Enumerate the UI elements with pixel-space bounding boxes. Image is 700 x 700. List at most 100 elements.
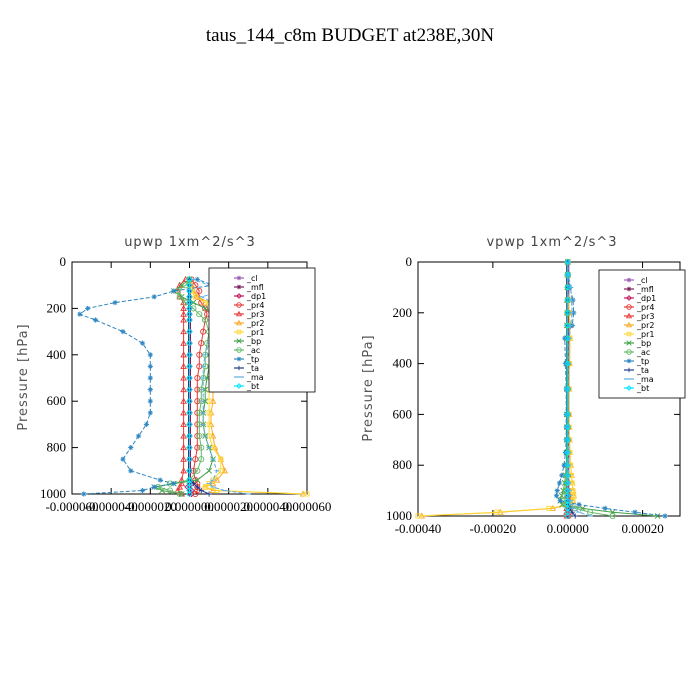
upwp-data-point_pr3 bbox=[180, 397, 187, 404]
vpwp-data-point_tp bbox=[602, 505, 608, 511]
vpwp-y-tick-label: 400 bbox=[393, 356, 413, 371]
upwp-data-point_ac bbox=[155, 484, 162, 491]
upwp-data-point_bp bbox=[178, 491, 185, 497]
upwp-data-point_pr1 bbox=[206, 421, 212, 427]
upwp-data-point_tp bbox=[147, 410, 153, 416]
upwp-legend-label_dp1: _dp1 bbox=[246, 292, 266, 301]
upwp-data-point_bt bbox=[186, 490, 193, 498]
upwp-legend-marker_cl bbox=[236, 275, 242, 281]
vpwp-y-tick-label: 600 bbox=[393, 406, 413, 421]
upwp-data-point_bt bbox=[186, 421, 193, 428]
vpwp-data-point_tp bbox=[632, 509, 638, 515]
upwp-data-point_bt bbox=[186, 487, 193, 494]
upwp-series-markers_bt bbox=[186, 276, 193, 498]
upwp-legend-label_pr4: _pr4 bbox=[246, 301, 264, 310]
upwp-data-point_pr1 bbox=[206, 410, 212, 416]
vpwp-data-point_bt bbox=[564, 309, 571, 317]
upwp-data-point_ac bbox=[202, 317, 209, 323]
vpwp-data-point_bt bbox=[564, 411, 571, 418]
vpwp-y-tick-label: 1000 bbox=[386, 508, 412, 523]
upwp-data-point_bt bbox=[186, 374, 193, 382]
upwp-data-point_bp bbox=[190, 299, 197, 306]
upwp-data-point_tp bbox=[157, 477, 163, 483]
vpwp-legend-label_bp: _bp bbox=[636, 339, 651, 348]
upwp-data-point_tp bbox=[147, 352, 153, 358]
upwp-data-point_bt bbox=[186, 483, 193, 491]
upwp-data-point_tp bbox=[151, 294, 157, 300]
vpwp-legend-marker_tp bbox=[626, 358, 632, 364]
upwp-legend-marker_pr2 bbox=[235, 319, 243, 326]
upwp-legend-marker_ac bbox=[236, 347, 242, 353]
upwp-data-point_pr1 bbox=[202, 484, 208, 490]
vpwp-legend-box bbox=[598, 269, 686, 399]
upwp-data-point_tp bbox=[147, 387, 153, 393]
upwp-data-point_bp bbox=[202, 305, 209, 312]
upwp-data-point_pr3 bbox=[180, 444, 187, 451]
upwp-series-line_tp bbox=[78, 278, 214, 495]
upwp-data-point_bt bbox=[186, 386, 193, 393]
upwp-data-point_tp bbox=[92, 317, 99, 323]
vpwp-legend-label_cl: _cl bbox=[636, 276, 648, 285]
vpwp-data-point_pr1 bbox=[570, 488, 576, 494]
upwp-x-tick-label: -0.000020 bbox=[124, 499, 177, 514]
upwp-data-point_tp bbox=[147, 363, 153, 369]
upwp-data-point_pr4 bbox=[194, 375, 201, 381]
upwp-legend-marker_ta bbox=[236, 365, 242, 371]
upwp-data-point_pr3 bbox=[180, 351, 187, 358]
upwp-data-point_bt bbox=[186, 305, 193, 312]
vpwp-y-tick-label: 0 bbox=[406, 254, 413, 269]
upwp-data-point_pr1 bbox=[210, 445, 216, 451]
upwp-data-point_pr2 bbox=[209, 486, 217, 494]
vpwp-data-point_tp bbox=[559, 472, 565, 478]
vpwp-legend-label_pr1: _pr1 bbox=[636, 330, 654, 339]
upwp-data-point_pr3 bbox=[180, 455, 187, 462]
upwp-legend-label_pr1: _pr1 bbox=[246, 328, 264, 337]
upwp-data-point_pr2 bbox=[221, 467, 229, 474]
upwp-data-point_bt bbox=[186, 276, 193, 283]
upwp-data-point_bt bbox=[186, 363, 193, 370]
upwp-legend-label_ta: _ta bbox=[246, 364, 259, 373]
vpwp-data-point_pr1 bbox=[571, 493, 577, 499]
upwp-data-point_bt bbox=[186, 455, 193, 463]
vpwp-data-point_tp bbox=[554, 488, 560, 494]
upwp-data-point_ac bbox=[198, 444, 205, 451]
vpwp-x-tick-label: 0.00000 bbox=[547, 521, 589, 536]
upwp-data-point_pr2 bbox=[209, 397, 217, 404]
upwp-data-point_pr1 bbox=[206, 398, 212, 404]
upwp-panel: upwp 1xm^2/s^3 Pressure [hPa] 0 200 400 600… bbox=[16, 235, 331, 514]
upwp-data-point_tp bbox=[147, 398, 153, 404]
vpwp-data-point_ac bbox=[609, 513, 616, 519]
upwp-data-point_tp bbox=[112, 300, 118, 306]
upwp-legend-label_ac: _ac bbox=[246, 346, 260, 355]
upwp-x-tick-label: -0.000040 bbox=[85, 499, 138, 514]
upwp-data-point_ac bbox=[198, 456, 205, 463]
upwp-data-point_bt bbox=[186, 281, 193, 289]
vpwp-data-point_bt bbox=[564, 360, 571, 367]
upwp-x-tick-label: -0.000060 bbox=[45, 499, 98, 514]
vpwp-y-tick-label: 200 bbox=[393, 305, 413, 320]
upwp-y-tick-label: 200 bbox=[47, 300, 67, 315]
upwp-data-point_tp bbox=[120, 456, 126, 462]
upwp-data-point_pr4 bbox=[198, 340, 205, 347]
upwp-legend-marker_bt bbox=[236, 383, 242, 389]
vpwp-data-point_bt bbox=[564, 296, 571, 304]
upwp-data-point_ac bbox=[196, 433, 203, 439]
vpwp-x-tick-label: -0.00040 bbox=[395, 521, 442, 536]
vpwp-data-point_bt bbox=[564, 258, 571, 266]
vpwp-data-point_bt bbox=[564, 497, 571, 504]
vpwp-data-point_bt bbox=[564, 501, 571, 508]
upwp-legend-label_bp: _bp bbox=[246, 337, 261, 346]
vpwp-data-point_tp bbox=[576, 501, 582, 508]
upwp-series-markers_ac bbox=[155, 276, 213, 497]
upwp-data-point_ta bbox=[198, 487, 204, 494]
upwp-data-point_pr3 bbox=[180, 310, 187, 317]
upwp-data-point_pr4 bbox=[192, 491, 199, 497]
vpwp-data-point_bp bbox=[654, 513, 661, 519]
upwp-data-point_pr3 bbox=[180, 316, 187, 323]
vpwp-legend-label_dp1: _dp1 bbox=[636, 294, 656, 303]
upwp-data-point_pr4 bbox=[196, 351, 203, 358]
figure-title: taus_144_c8m BUDGET at238E,30N bbox=[206, 25, 495, 46]
upwp-data-point_bt bbox=[186, 299, 193, 306]
upwp-y-tick-label: 0 bbox=[60, 254, 67, 269]
vpwp-data-point_bt bbox=[564, 487, 571, 494]
